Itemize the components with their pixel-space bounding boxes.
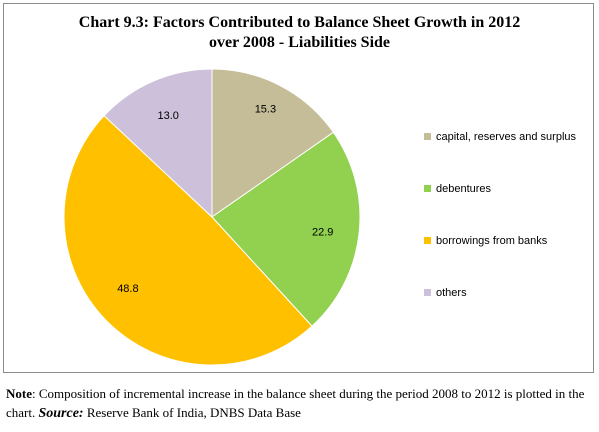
pie-slice-borrowings-from-banks xyxy=(63,114,313,366)
chart-title: Chart 9.3: Factors Contributed to Balanc… xyxy=(4,13,595,53)
chart-title-line-1: Chart 9.3: Factors Contributed to Balanc… xyxy=(78,14,521,31)
note-label: Note xyxy=(6,386,32,401)
chart-note: Note: Composition of incremental increas… xyxy=(6,384,596,423)
chart-frame: Chart 9.3: Factors Contributed to Balanc… xyxy=(3,3,594,373)
legend-swatch xyxy=(424,185,431,192)
pie-data-label: 13.0 xyxy=(157,110,178,122)
pie-data-label: 48.8 xyxy=(117,283,138,295)
legend-item: borrowings from banks xyxy=(424,234,547,248)
legend-swatch xyxy=(424,133,431,140)
source-label: Source: xyxy=(38,406,84,421)
pie-slice-others xyxy=(103,68,213,219)
note-text: : Composition of incremental increase in… xyxy=(6,386,585,420)
legend-item: others xyxy=(424,286,467,300)
pie-data-label: 15.3 xyxy=(255,104,276,116)
legend-label: capital, reserves and surplus xyxy=(436,131,577,143)
pie-slice-debentures xyxy=(211,131,361,327)
chart-title-line-2: over 2008 - Liabilities Side xyxy=(208,34,391,51)
legend-swatch xyxy=(424,237,431,244)
pie-slice-capital-reserves-and-surplus xyxy=(211,68,335,218)
legend-label: others xyxy=(436,287,467,299)
legend-item: capital, reserves and surplus xyxy=(424,130,576,144)
source-text: Reserve Bank of India, DNBS Data Base xyxy=(86,405,301,420)
pie-data-label: 22.9 xyxy=(312,227,333,239)
legend-label: debentures xyxy=(436,183,492,195)
legend-item: debentures xyxy=(424,182,491,196)
pie-chart: 15.3 22.9 48.8 13.0 xyxy=(63,68,361,366)
legend-label: borrowings from banks xyxy=(436,235,548,247)
legend-swatch xyxy=(424,289,431,296)
